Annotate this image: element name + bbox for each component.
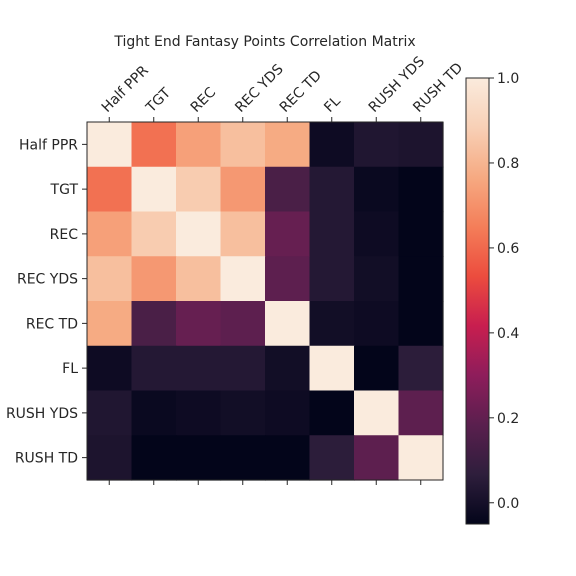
heatmap-cell <box>87 166 133 213</box>
y-tick-label: RUSH YDS <box>6 406 78 422</box>
x-tick-label: TGT <box>143 85 175 117</box>
heatmap-cell <box>354 256 400 302</box>
heatmap-cell <box>131 211 177 257</box>
heatmap-cell <box>87 435 133 481</box>
heatmap-cell <box>220 390 266 436</box>
heatmap-cell <box>87 301 133 347</box>
heatmap-cell <box>131 435 177 481</box>
heatmap-cell <box>398 211 444 257</box>
heatmap-cell <box>131 122 177 168</box>
heatmap-cell <box>220 301 266 347</box>
y-axis-ticks: Half PPR TGT REC REC YDS REC TD FL RUSH YDS RUS… <box>6 137 87 467</box>
heatmap-cell <box>87 122 133 168</box>
heatmap-cell <box>265 390 311 436</box>
heatmap-cell <box>398 301 444 347</box>
heatmap-cell <box>220 435 266 481</box>
heatmap-cell <box>309 122 355 168</box>
heatmap-cell <box>265 122 311 168</box>
heatmap-cell <box>220 166 266 213</box>
heatmap-cell <box>309 345 355 392</box>
colorbar-tick-label: 1.0 <box>497 71 519 87</box>
heatmap-cell <box>131 390 177 436</box>
heatmap-frame <box>86 121 444 481</box>
heatmap-cell <box>398 345 444 392</box>
heatmap-cell <box>398 390 444 436</box>
colorbar-tick-label: 0.6 <box>497 241 519 257</box>
heatmap-cell <box>265 301 311 347</box>
heatmap-cell <box>309 390 355 436</box>
y-tick-label: RUSH TD <box>15 451 78 467</box>
heatmap-cell <box>176 435 222 481</box>
heatmap-cell <box>87 345 133 392</box>
heatmap <box>86 121 444 481</box>
chart-title: Tight End Fantasy Points Correlation Mat… <box>113 34 415 50</box>
colorbar-tick-label: 0.8 <box>497 156 519 172</box>
heatmap-cell <box>176 211 222 257</box>
heatmap-cell <box>265 435 311 481</box>
y-tick-label: REC <box>50 227 79 243</box>
heatmap-cell <box>265 345 311 392</box>
heatmap-cell <box>354 345 400 392</box>
y-tick-label: REC YDS <box>17 272 78 288</box>
heatmap-cell <box>220 122 266 168</box>
heatmap-cell <box>131 166 177 213</box>
heatmap-cell <box>176 256 222 302</box>
heatmap-cell <box>398 166 444 213</box>
y-tick-label: REC TD <box>26 316 78 332</box>
heatmap-cell <box>220 211 266 257</box>
y-tick-label: FL <box>62 361 78 377</box>
colorbar <box>465 77 490 525</box>
heatmap-cell <box>176 166 222 213</box>
heatmap-cell <box>176 122 222 168</box>
heatmap-cell <box>87 390 133 436</box>
heatmap-cell <box>309 211 355 257</box>
heatmap-cell <box>176 345 222 392</box>
heatmap-cell <box>131 301 177 347</box>
heatmap-cell <box>354 301 400 347</box>
colorbar-tick-label: 0.4 <box>497 326 519 342</box>
colorbar-ticks: 0.0 0.2 0.4 0.6 0.8 1.0 <box>489 71 519 512</box>
heatmap-cell <box>309 166 355 213</box>
colorbar-tick-label: 0.2 <box>497 411 519 427</box>
heatmap-cell <box>354 166 400 213</box>
heatmap-cell <box>309 301 355 347</box>
heatmap-cell <box>398 435 444 481</box>
heatmap-cell <box>354 211 400 257</box>
heatmap-cell <box>354 390 400 436</box>
x-tick-label: REC <box>188 84 220 116</box>
x-tick-label: FL <box>321 93 344 116</box>
heatmap-cell <box>87 211 133 257</box>
x-tick-label: Half PPR <box>99 63 152 116</box>
heatmap-cell <box>265 211 311 257</box>
heatmap-cell <box>309 435 355 481</box>
heatmap-cell <box>354 435 400 481</box>
heatmap-cell <box>176 301 222 347</box>
heatmap-cell <box>220 345 266 392</box>
heatmap-cell <box>265 166 311 213</box>
heatmap-cell <box>398 256 444 302</box>
heatmap-cell <box>176 390 222 436</box>
heatmap-cell <box>131 345 177 392</box>
heatmap-cell <box>87 256 133 302</box>
heatmap-cell <box>131 256 177 302</box>
heatmap-cell <box>265 256 311 302</box>
colorbar-tick-label: 0.0 <box>497 496 519 512</box>
y-tick-label: Half PPR <box>19 137 78 153</box>
heatmap-cell <box>309 256 355 302</box>
heatmap-cell <box>354 122 400 168</box>
y-tick-label: TGT <box>50 182 79 198</box>
heatmap-cell <box>220 256 266 302</box>
heatmap-cell <box>398 122 444 168</box>
